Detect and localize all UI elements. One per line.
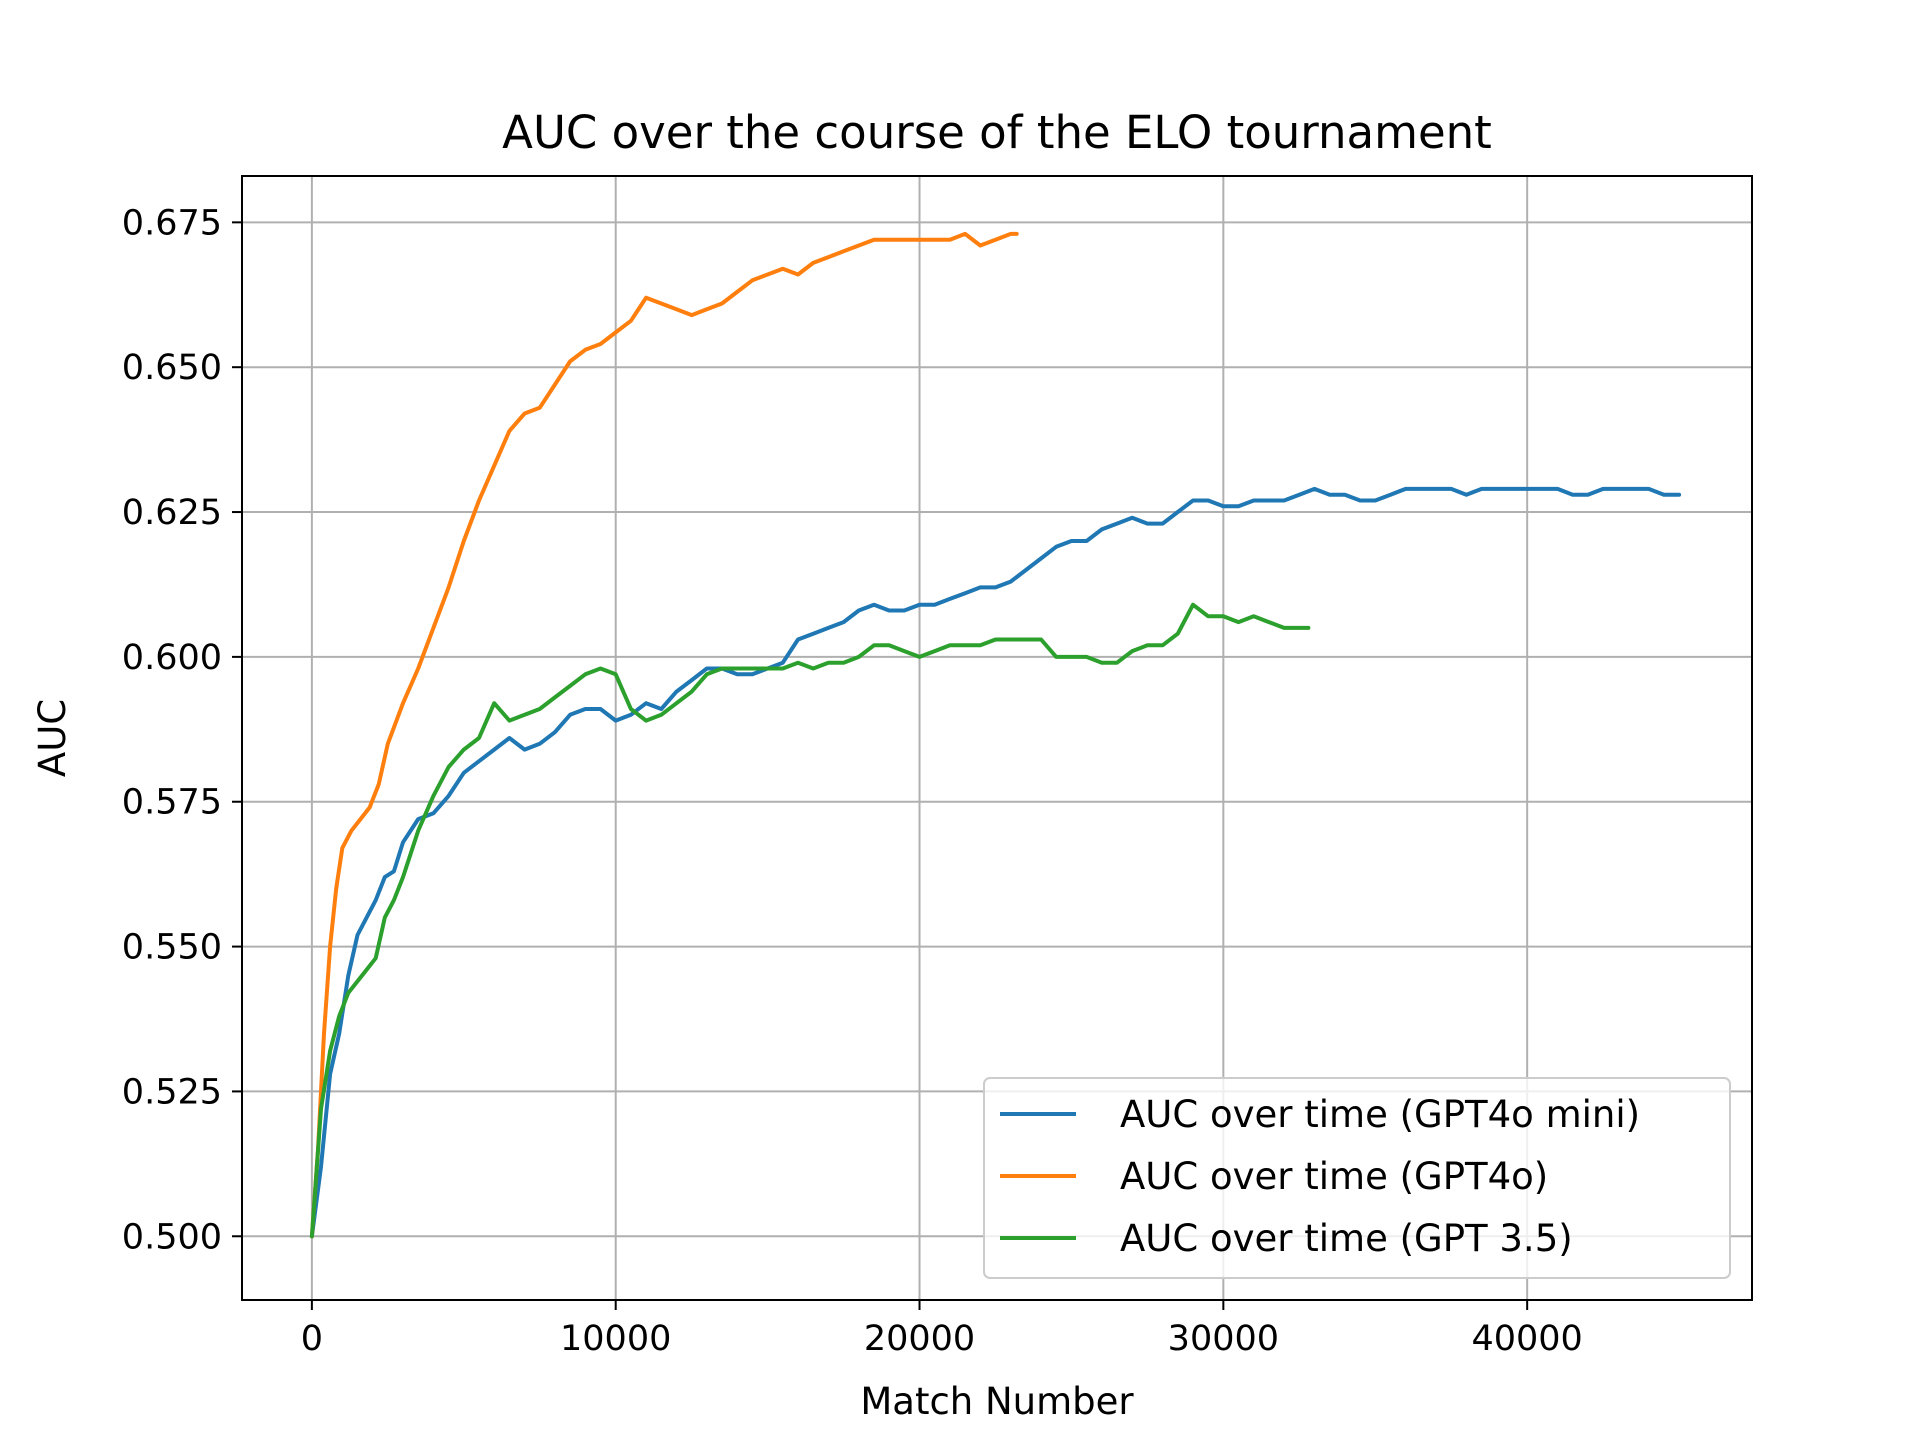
x-tick-label: 10000 [560,1319,671,1359]
legend-label: AUC over time (GPT4o mini) [1120,1093,1640,1136]
axis-ticks: 0 10000 20000 30000 40000 0.500 0.525 0.550 0.57… [122,203,1583,1359]
legend: AUC over time (GPT4o mini) AUC over time … [983,1077,1731,1279]
y-tick-label: 0.675 [122,203,222,243]
y-tick-label: 0.550 [122,928,222,968]
grid [242,176,1752,1300]
legend-label: AUC over time (GPT4o) [1120,1155,1548,1198]
y-axis-label: AUC [31,699,74,777]
legend-box [983,1077,1731,1279]
y-tick-label: 0.625 [122,493,222,533]
chart-title: AUC over the course of the ELO tournamen… [502,106,1492,159]
series-lines [309,231,1682,1239]
x-tick-label: 0 [301,1319,323,1359]
y-tick-label: 0.525 [122,1072,222,1112]
x-tick-label: 30000 [1168,1319,1279,1359]
x-tick-label: 40000 [1471,1319,1582,1359]
series-line-1 [309,231,1019,1239]
y-tick-label: 0.650 [122,348,222,388]
x-tick-label: 20000 [864,1319,975,1359]
y-tick-label: 0.600 [122,638,222,678]
plot-frame [241,175,1753,1301]
y-tick-label: 0.500 [122,1217,222,1257]
y-tick-label: 0.575 [122,783,222,823]
x-axis-label: Match Number [860,1380,1134,1423]
legend-label: AUC over time (GPT 3.5) [1120,1217,1573,1260]
series-line-2 [309,602,1311,1239]
series-line-0 [309,486,1682,1239]
